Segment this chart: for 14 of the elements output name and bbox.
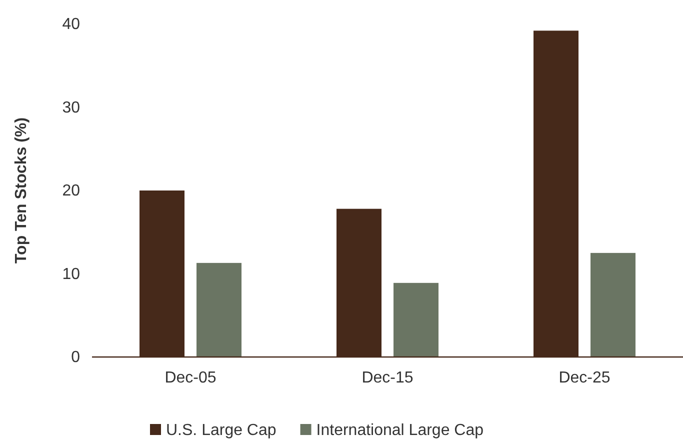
x-tick-label: Dec-05	[164, 369, 216, 386]
y-tick-label: 10	[62, 266, 80, 283]
y-tick-label: 0	[71, 349, 80, 366]
bar	[590, 252, 636, 357]
y-tick-label: 20	[62, 182, 80, 200]
x-tick-label: Dec-15	[362, 369, 414, 386]
legend-label: U.S. Large Cap	[166, 422, 276, 439]
bar	[196, 262, 242, 357]
bar	[394, 282, 438, 357]
y-tick-label: 30	[62, 99, 80, 116]
y-tick-label: 40	[62, 16, 80, 34]
y-axis-title: Top Ten Stocks (%)	[13, 117, 30, 264]
x-tick-label: Dec-25	[558, 369, 610, 386]
legend-label: International Large Cap	[316, 422, 484, 439]
